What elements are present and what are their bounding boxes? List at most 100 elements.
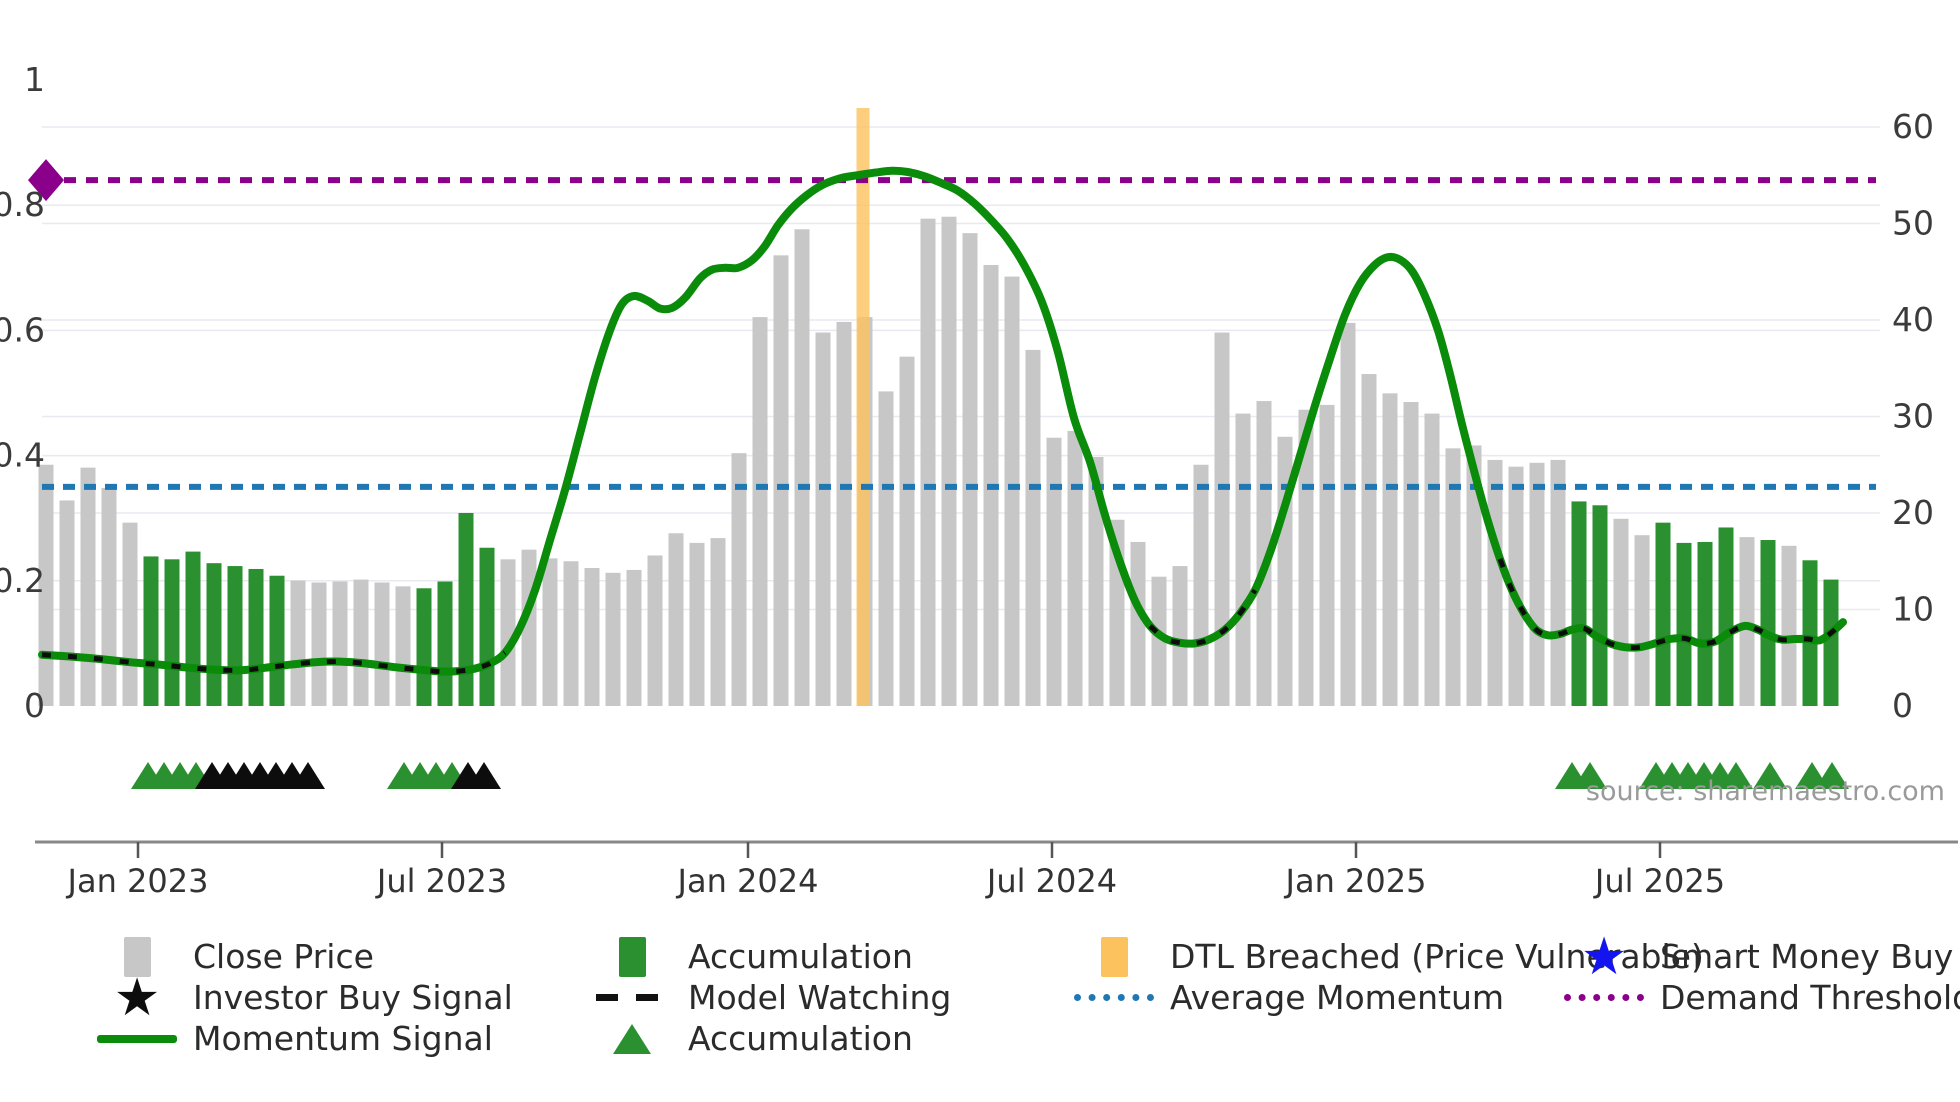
legend-label: DTL Breached (Price Vulnerable) [1170,937,1704,976]
left-axis-tick: 0.2 [0,561,45,600]
close-price-bar [689,542,705,706]
dotted-line-swatch-icon [1072,994,1156,1001]
close-price-bar [605,572,621,706]
close-price-bar [59,500,75,706]
x-axis-date-label: Jan 2023 [66,862,209,900]
legend-item: DTL Breached (Price Vulnerable) [1072,936,1704,977]
x-axis-date-label: Jul 2024 [985,862,1117,900]
close-price-bar [1487,459,1503,706]
triangle-swatch-icon [590,1023,674,1054]
accumulation-triangle [1815,762,1849,789]
close-price-bar [1193,464,1209,706]
close-price-bar [836,321,852,706]
close-price-bar [815,332,831,706]
close-price-bar [1466,445,1482,706]
bar-swatch-icon [590,936,674,977]
x-axis-date-label: Jul 2025 [1593,862,1725,900]
close-price-bar [1214,332,1230,706]
close-price-bar [647,555,663,706]
accumulation-bar [1592,505,1608,706]
accumulation-bar [458,513,474,706]
close-price-bar [1046,437,1062,706]
accumulation-triangle [1573,762,1607,789]
accumulation-bar [1718,527,1734,706]
accumulation-bar [1760,540,1776,706]
legend-item: Model Watching [590,977,951,1018]
close-price-bar [332,581,348,706]
legend-item: Average Momentum [1072,977,1704,1018]
legend-column: Accumulation Model Watching Accumulation [590,936,951,1059]
left-axis-tick: 0 [24,686,45,725]
right-axis-tick: 40 [1892,300,1934,339]
close-price-bar [1445,448,1461,706]
close-price-bar [395,586,411,706]
close-price-bar [1550,459,1566,706]
close-price-bar [1508,466,1524,706]
close-price-bar [941,216,957,706]
legend-label: Smart Money Buy Signal [1660,937,1960,976]
right-axis-tick: 0 [1892,686,1913,725]
legend-label: Momentum Signal [193,1019,493,1058]
close-price-bar [80,467,96,706]
investor-buy-triangle [467,762,501,789]
left-axis-tick: 1 [24,60,45,99]
close-price-bar [374,582,390,706]
accumulation-bar [1676,542,1692,706]
close-price-bar [668,533,684,706]
accumulation-bar [1571,501,1587,706]
close-price-bar [290,580,306,706]
legend-column: Close Price ★ Investor Buy Signal Momentum … [95,936,513,1059]
star-icon: ★ [113,967,161,1028]
close-price-bar [710,538,726,706]
close-price-bar [122,522,138,706]
close-price-bar [1403,402,1419,706]
close-price-bar [1424,413,1440,706]
close-price-bar [1739,537,1755,706]
close-price-bar [1529,462,1545,706]
close-price-bar [1130,541,1146,706]
accumulation-bar [1823,579,1839,706]
close-price-bar [1634,535,1650,706]
close-price-bar [353,579,369,706]
close-price-bar [878,391,894,706]
accumulation-bar [1655,522,1671,706]
accumulation-bar [437,581,453,706]
close-price-bar [311,582,327,706]
close-price-bar [794,229,810,707]
legend-item: Close Price [95,936,513,977]
legend-label: Investor Buy Signal [193,978,513,1017]
accumulation-bar [164,559,180,706]
accumulation-bar [143,556,159,706]
close-price-bar [1382,393,1398,706]
close-price-bar [920,218,936,707]
accumulation-bar [248,568,264,706]
accumulation-bar [227,566,243,706]
accumulation-bar [1802,560,1818,706]
legend-column: ★ Smart Money Buy SignalDemand Threshold [1562,926,1960,1018]
x-axis-date-label: Jan 2024 [676,862,819,900]
legend-label: Accumulation [688,937,913,976]
line-swatch-icon [95,1034,179,1043]
close-price-bar [1025,349,1041,706]
legend-item: ★ Smart Money Buy Signal [1562,926,1960,987]
close-price-bar [584,568,600,706]
dotted-line-swatch-icon [1562,994,1646,1001]
right-axis-tick: 10 [1892,590,1934,629]
accumulation-triangle [1719,762,1753,789]
close-price-bar [101,487,117,706]
legend-column: DTL Breached (Price Vulnerable) Average M… [1072,936,1704,1018]
close-price-bar [1067,430,1083,706]
close-price-bar [1340,322,1356,706]
left-axis-tick: 0.4 [0,436,45,475]
right-axis-tick: 20 [1892,493,1934,532]
close-price-bar [1319,404,1335,706]
accumulation-bar [1697,541,1713,706]
price-momentum-chart: 1 0.8 0.6 0.4 0.2 0 60 50 40 30 20 10 0 source: share… [0,60,1958,900]
close-price-bar [1298,409,1314,706]
star-icon: ★ [1580,926,1628,987]
investor-buy-triangle [291,762,325,789]
right-axis-tick: 60 [1892,107,1934,146]
legend-label: Close Price [193,937,374,976]
dashed-line-swatch-icon [590,994,674,1001]
